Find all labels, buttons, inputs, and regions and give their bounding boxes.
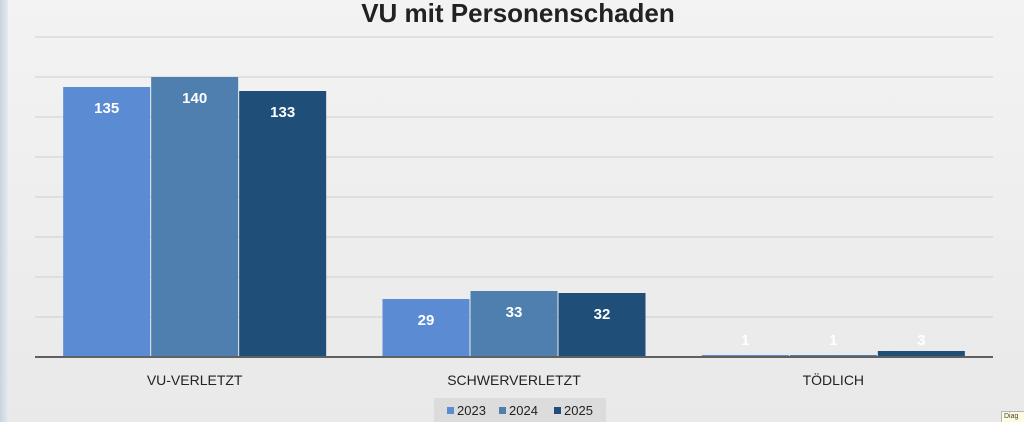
bar-2023: [63, 87, 151, 357]
window-left-edge: [0, 0, 8, 422]
legend-label: 2023: [457, 403, 486, 418]
bar-2025: [558, 293, 646, 357]
chart-title: VU mit Personenschaden: [361, 0, 675, 28]
bars: [63, 77, 965, 357]
data-label: 140: [182, 90, 207, 107]
legend-label: 2025: [564, 403, 593, 418]
bar-2024: [470, 291, 558, 357]
legend-swatch-2024: [499, 407, 506, 414]
legend-label: 2024: [509, 403, 538, 418]
x-tick-label: SCHWERVERLETZT: [447, 372, 581, 388]
legend-swatch-2023: [447, 407, 454, 414]
data-label: 135: [94, 100, 119, 117]
x-tick-label: VU-VERLETZT: [147, 372, 243, 388]
legend-box: [434, 398, 606, 422]
data-label: 3: [917, 332, 925, 349]
data-label: 33: [506, 304, 523, 321]
bar-2023: [382, 299, 470, 357]
data-label: 32: [594, 306, 611, 323]
data-labels: 135 140 133 29 33 32 1 1 3: [94, 90, 925, 349]
x-tick-labels: VU-VERLETZT SCHWERVERLETZT TÖDLICH: [147, 371, 864, 388]
data-label: 29: [418, 312, 435, 329]
legend-swatch-2025: [554, 407, 561, 414]
corner-tooltip: Diag: [1001, 411, 1024, 422]
bar-2024: [151, 77, 239, 357]
data-label: 133: [270, 104, 295, 121]
bar-2025: [877, 351, 965, 357]
x-tick-label: TÖDLICH: [803, 371, 864, 388]
data-label: 1: [741, 332, 749, 349]
bar-2025: [239, 91, 327, 357]
legend: 2023 2024 2025: [447, 403, 593, 418]
data-label: 1: [829, 332, 837, 349]
